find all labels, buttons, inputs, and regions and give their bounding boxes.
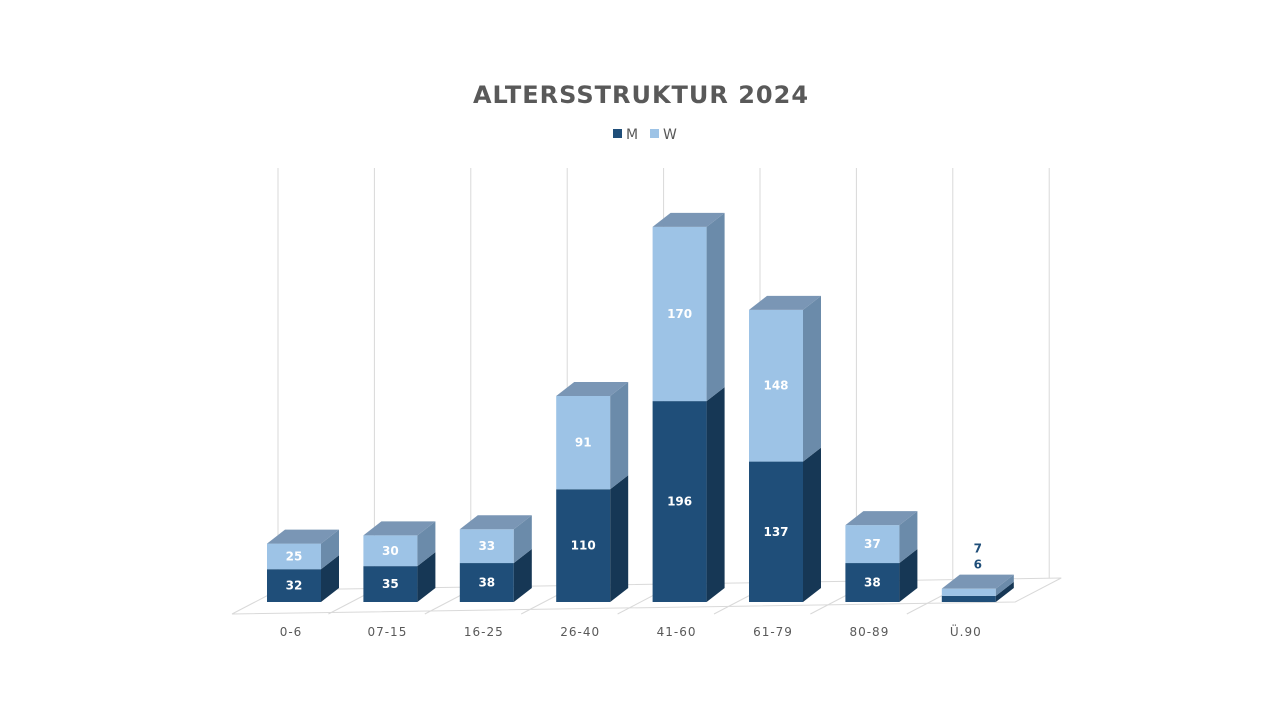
data-label-W: 7 (974, 542, 982, 556)
data-label-M: 38 (478, 576, 495, 590)
bar-top (459, 515, 532, 530)
bar-side (513, 549, 532, 602)
data-label-M: 196 (667, 495, 692, 509)
bar-side (706, 387, 725, 602)
bar-segment-M-07-15 (363, 552, 436, 602)
bar-front (749, 309, 803, 462)
floor-plane (231, 577, 1062, 615)
x-tick-label: 26-40 (560, 625, 600, 639)
bar-segment-W-26-40 (556, 381, 629, 490)
x-tick-label: 0-6 (280, 625, 303, 639)
floor (231, 577, 1062, 615)
data-label-M: 32 (286, 579, 303, 593)
bar-front (267, 543, 321, 570)
bar-top (652, 212, 725, 227)
x-tick-label: 61-79 (753, 625, 793, 639)
legend-label-W: W (663, 127, 677, 143)
bar-side (995, 581, 1014, 602)
bar-top (749, 295, 821, 310)
bar-segment-W-Ü.90 (941, 574, 1014, 596)
bar-side (417, 552, 436, 602)
data-label-W: 91 (575, 436, 592, 450)
bar-front (459, 563, 514, 602)
bar-side (417, 521, 436, 567)
bar-top (941, 574, 1014, 589)
x-tick-label: 41-60 (657, 625, 697, 639)
bar-segment-W-61-79 (749, 295, 821, 462)
bar-side (706, 212, 725, 402)
legend-swatch-M (613, 129, 622, 138)
bars (267, 212, 1014, 602)
data-labels: 32 25 35 30 38 33 110 91 196 170 137 148 38 37 6 7 (286, 307, 982, 593)
data-label-M: 38 (864, 576, 881, 590)
bar-top (363, 521, 436, 536)
bar-front (459, 529, 514, 564)
bar-segment-M-41-60 (652, 387, 725, 602)
bar-front (556, 395, 611, 490)
bar-side (899, 549, 918, 602)
bar-segment-M-26-40 (556, 475, 629, 602)
bar-side (321, 555, 339, 602)
bar-segment-W-07-15 (363, 521, 436, 567)
data-label-M: 137 (763, 525, 788, 539)
data-label-W: 37 (864, 537, 881, 551)
x-tick-label: 80-89 (849, 625, 889, 639)
bar-segment-W-80-89 (845, 511, 918, 564)
bar-side (803, 447, 821, 602)
bar-side (610, 475, 629, 602)
data-label-W: 148 (763, 379, 788, 393)
bar-segment-M-Ü.90 (941, 581, 1014, 602)
bar-segment-M-61-79 (749, 447, 821, 602)
data-label-W: 25 (286, 549, 303, 563)
bar-top (845, 511, 918, 526)
bar-side (610, 381, 629, 490)
bar-segment-M-16-25 (459, 549, 532, 602)
data-label-W: 30 (382, 544, 399, 558)
x-tick-label: 07-15 (367, 625, 407, 639)
chart-title: ALTERSSTRUKTUR 2024 (473, 81, 809, 109)
legend-swatch-W (650, 129, 659, 138)
bar-front (941, 595, 996, 602)
data-label-W: 170 (667, 307, 692, 321)
x-tick-label: Ü.90 (950, 623, 982, 639)
bar-segment-M-0-6 (267, 555, 339, 602)
bar-segment-W-41-60 (652, 212, 725, 402)
data-label-M: 35 (382, 577, 399, 591)
x-tick-label: 16-25 (464, 625, 504, 639)
bar-front (652, 401, 707, 602)
bar-side (899, 511, 918, 564)
bar-side (513, 515, 532, 564)
bar-front (363, 566, 418, 602)
data-label-W: 33 (478, 539, 495, 553)
bar-segment-M-80-89 (845, 549, 918, 602)
bar-segment-W-16-25 (459, 515, 532, 564)
bar-segment-W-0-6 (267, 529, 339, 570)
bar-front (941, 588, 996, 596)
bar-front (363, 535, 418, 567)
bar-front (267, 569, 321, 602)
x-axis-ticks: 0-6 07-15 16-25 26-40 41-60 61-79 80-89 Ü.90 (280, 623, 982, 639)
bar-front (749, 461, 803, 602)
bar-side (321, 529, 339, 570)
data-label-M: 110 (571, 539, 596, 553)
bar-top (556, 381, 629, 396)
bar-side (995, 574, 1014, 596)
bar-front (845, 525, 900, 564)
bar-side (803, 295, 821, 462)
bar-top (267, 529, 339, 544)
bar-front (652, 226, 707, 402)
legend-label-M: M (626, 127, 638, 143)
bar-front (556, 489, 611, 602)
bar-front (845, 563, 900, 602)
data-label-M: 6 (974, 558, 982, 572)
